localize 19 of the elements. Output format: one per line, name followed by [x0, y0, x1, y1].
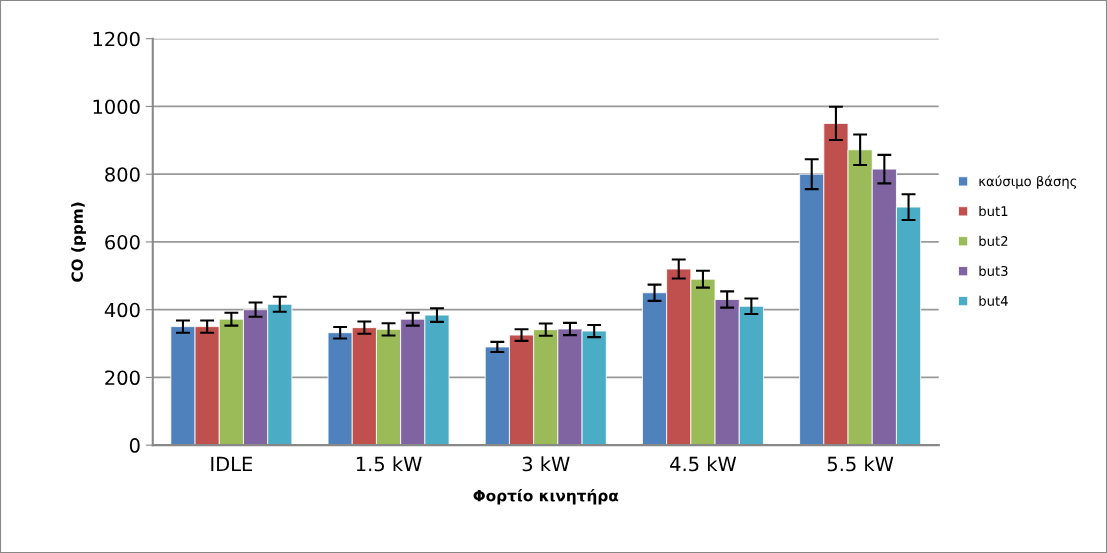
y-tick-label: 200	[105, 370, 140, 386]
x-axis-title: Φορτίο κινητήρα	[473, 488, 619, 505]
x-tick-label: 4.5 kW	[670, 456, 737, 472]
y-tick-label: 600	[105, 234, 140, 250]
legend-label: but1	[979, 205, 1008, 217]
x-tick-label: 3 kW	[522, 456, 570, 472]
y-tick-label: 800	[105, 167, 140, 182]
legend-label: but2	[979, 235, 1008, 247]
y-tick-label: 1200	[93, 31, 140, 47]
y-tick-label: 400	[104, 302, 140, 318]
x-tick-label: 5.5 kW	[827, 456, 894, 472]
x-tick-label: 1.5 kW	[356, 456, 422, 472]
y-tick-label: 0	[129, 438, 140, 453]
legend-label: but3	[979, 265, 1008, 276]
legend-label: but4	[979, 295, 1008, 306]
x-tick-label: IDLE	[211, 456, 253, 472]
y-tick-label: 1000	[93, 99, 140, 115]
y-axis-title: CO (ppm)	[71, 202, 86, 282]
legend-label: καύσιμο βάσης	[979, 175, 1077, 189]
